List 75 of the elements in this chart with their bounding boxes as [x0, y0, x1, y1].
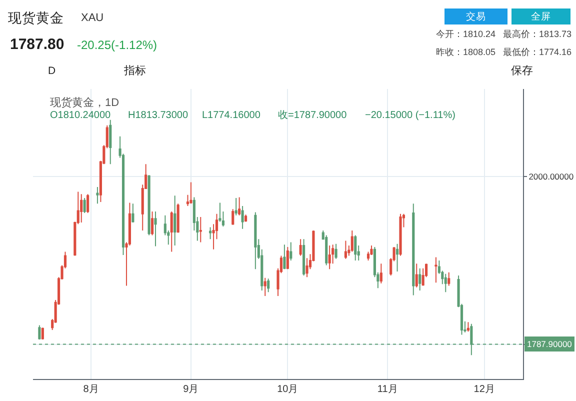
candlestick: [412, 203, 415, 296]
candlestick: [380, 263, 382, 284]
text: D: [48, 65, 56, 77]
candlestick: [83, 198, 86, 214]
candlestick: [267, 278, 270, 293]
candlestick: [109, 119, 112, 165]
annotation: −20.15000 (−1.11%): [365, 110, 456, 121]
candlestick: [286, 246, 289, 270]
text: 指标: [123, 65, 146, 77]
candlestick: [350, 230, 354, 252]
candlestick: [444, 273, 447, 293]
candlestick: [132, 203, 134, 224]
text: 保存: [511, 65, 533, 77]
candlestick: [283, 244, 286, 270]
candlestick: [232, 208, 234, 226]
candlestick: [466, 322, 470, 332]
text: 今开：1810.24: [436, 29, 496, 39]
candlestick: [154, 210, 157, 247]
candlestick: [238, 196, 241, 216]
y-tick-label: 1787.90000: [527, 339, 572, 349]
text: 最低价：1774.16: [503, 47, 572, 57]
text: 全屏: [531, 10, 551, 22]
candlestick: [80, 194, 83, 224]
annotation: L1774.16000: [202, 110, 261, 121]
x-tick-label: 12月: [474, 384, 495, 395]
candlestick: [422, 268, 424, 286]
candlestick: [86, 194, 90, 214]
annotation: 现货黄金，1D: [50, 96, 120, 109]
text: XAU: [81, 12, 104, 24]
candlestick: [170, 210, 173, 252]
candlestick: [38, 324, 41, 340]
candlestick: [264, 277, 266, 297]
x-tick-label: 8月: [83, 384, 99, 395]
candlestick: [418, 268, 422, 291]
candlestick: [334, 243, 338, 260]
candlestick: [174, 195, 176, 246]
candlestick: [96, 186, 99, 204]
text: -20.25(-1.12%): [77, 38, 158, 52]
text: 1787.80: [10, 36, 64, 53]
candlestick: [148, 174, 150, 236]
candlestick: [325, 234, 328, 266]
candlestick: [354, 234, 357, 261]
candlestick: [244, 214, 248, 222]
candlestick: [199, 216, 202, 243]
candlestick: [190, 182, 192, 204]
annotation: H1813.73000: [128, 110, 188, 121]
candlestick: [218, 202, 222, 222]
annotation: O1810.24000: [50, 110, 112, 121]
candlestick: [399, 213, 402, 256]
candlestick: [176, 203, 180, 234]
x-tick-label: 10月: [277, 384, 298, 395]
candlestick: [209, 226, 212, 240]
candlestick: [448, 272, 450, 286]
candlestick: [434, 256, 438, 284]
candlestick: [241, 205, 244, 230]
x-tick-label: 11月: [377, 384, 398, 395]
candlestick: [396, 243, 399, 272]
text: 最高价：1813.73: [503, 29, 572, 39]
annotation: 收=1787.90000: [278, 110, 348, 121]
candlestick: [150, 210, 154, 236]
candlestick: [299, 238, 302, 256]
x-tick-label: 9月: [183, 384, 199, 395]
candlestick: [415, 263, 418, 288]
candlestick: [254, 212, 257, 270]
candlestick: [302, 238, 306, 276]
text: 昨收：1808.05: [436, 47, 496, 57]
candlestick: [344, 240, 347, 260]
y-tick-label: 2000.00000: [528, 172, 574, 182]
text: 交易: [466, 10, 486, 22]
candlestick: [234, 198, 238, 216]
candlestick: [306, 258, 308, 278]
candlestick: [290, 242, 292, 261]
chart-title: 现货黄金: [8, 10, 64, 26]
candlestick: [328, 244, 331, 270]
candlestick: [41, 327, 44, 340]
